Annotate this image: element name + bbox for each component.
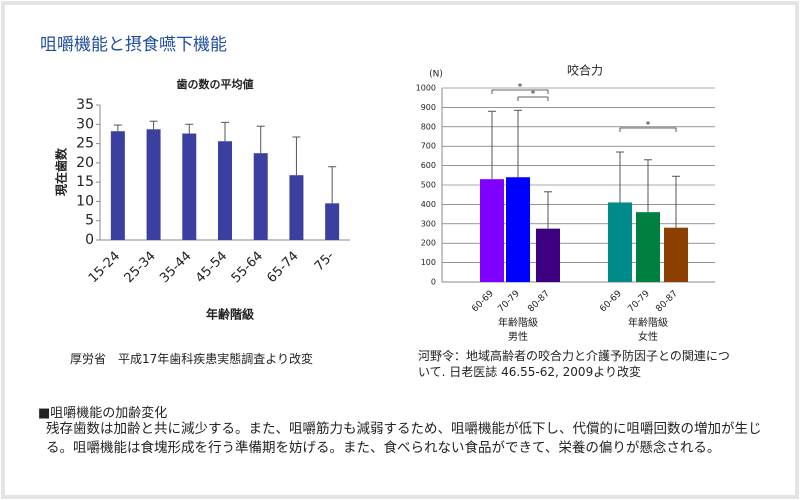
y-tick-label: 0 [85,232,94,248]
significance-bracket [517,96,549,101]
significance-mark: * [646,121,651,131]
y-axis-label: 現在歯数 [54,147,69,196]
slide-title: 咀嚼機能と摂食嚥下機能 [40,35,227,55]
x-tick-label: 80-87 [654,289,680,315]
bar [110,131,125,240]
significance-bracket [491,89,549,94]
bar [146,129,161,240]
bar [608,202,632,282]
bar [218,141,232,240]
y-tick-label: 25 [76,136,94,152]
group-name: 男性 [508,330,528,343]
x-tick-label: 15-24 [86,249,123,286]
y-tick-label: 15 [76,174,94,190]
bar [289,175,304,240]
significance-bracket [619,127,677,132]
x-tick-label: 55-64 [229,249,266,286]
y-tick-label: 1000 [416,84,436,93]
y-tick-label: 800 [421,122,436,131]
x-tick-label: 70-79 [496,289,522,315]
x-tick-label: 45-54 [193,249,230,286]
bar [506,177,530,282]
caption: 河野令：地域高齢者の咬合力と介護予防因子との関連について. 日老医誌 46.55… [418,349,730,379]
bar [182,133,197,240]
bar [253,153,268,240]
x-tick-label: 60-69 [470,289,496,315]
chart-title: 歯の数の平均値 [177,77,254,91]
group-label: 年齢階級 [628,316,668,329]
bar [536,228,560,282]
significance-mark: * [531,90,536,100]
bar [480,179,504,282]
x-tick-label: 65-74 [264,249,301,286]
x-tick-label: 25-34 [122,249,159,286]
chart-title: 咬合力 [567,63,603,78]
x-tick-label: 60-69 [598,289,624,315]
y-tick-label: 600 [421,161,436,170]
x-tick-label: 80-87 [526,289,552,315]
bar [636,212,660,282]
x-tick-label: 75- [312,248,338,274]
x-axis-label: 年齢階級 [206,307,254,322]
bar [325,203,340,240]
y-tick-label: 300 [421,219,436,228]
body-text: 残存歯数は加齢と共に減少する。また、咀嚼筋力も減弱するため、咀嚼機能が低下し、代… [46,421,762,456]
y-tick-label: 100 [421,258,436,267]
y-tick-label: 10 [76,193,94,209]
y-tick-label: 35 [76,97,94,113]
y-tick-label: 20 [76,155,94,171]
y-tick-label: 900 [421,103,436,112]
y-tick-label: 0 [431,278,436,287]
caption: 厚労省 平成17年歯科疾患実態調査より改変 [70,352,314,366]
y-tick-label: 5 [85,213,94,229]
y-tick-label: 30 [76,116,94,132]
y-tick-label: 200 [421,239,436,248]
x-tick-label: 70-79 [626,289,652,315]
x-tick-label: 35-44 [157,249,194,286]
y-tick-label: 500 [421,181,436,190]
group-name: 女性 [638,330,658,343]
y-tick-label: 700 [421,142,436,151]
bar [664,227,688,282]
group-label: 年齢階級 [498,316,538,329]
y-axis-label: (N) [429,70,443,80]
significance-mark: * [518,83,523,93]
y-tick-label: 400 [421,200,436,209]
heading: ■咀嚼機能の加齢変化 [38,406,168,421]
